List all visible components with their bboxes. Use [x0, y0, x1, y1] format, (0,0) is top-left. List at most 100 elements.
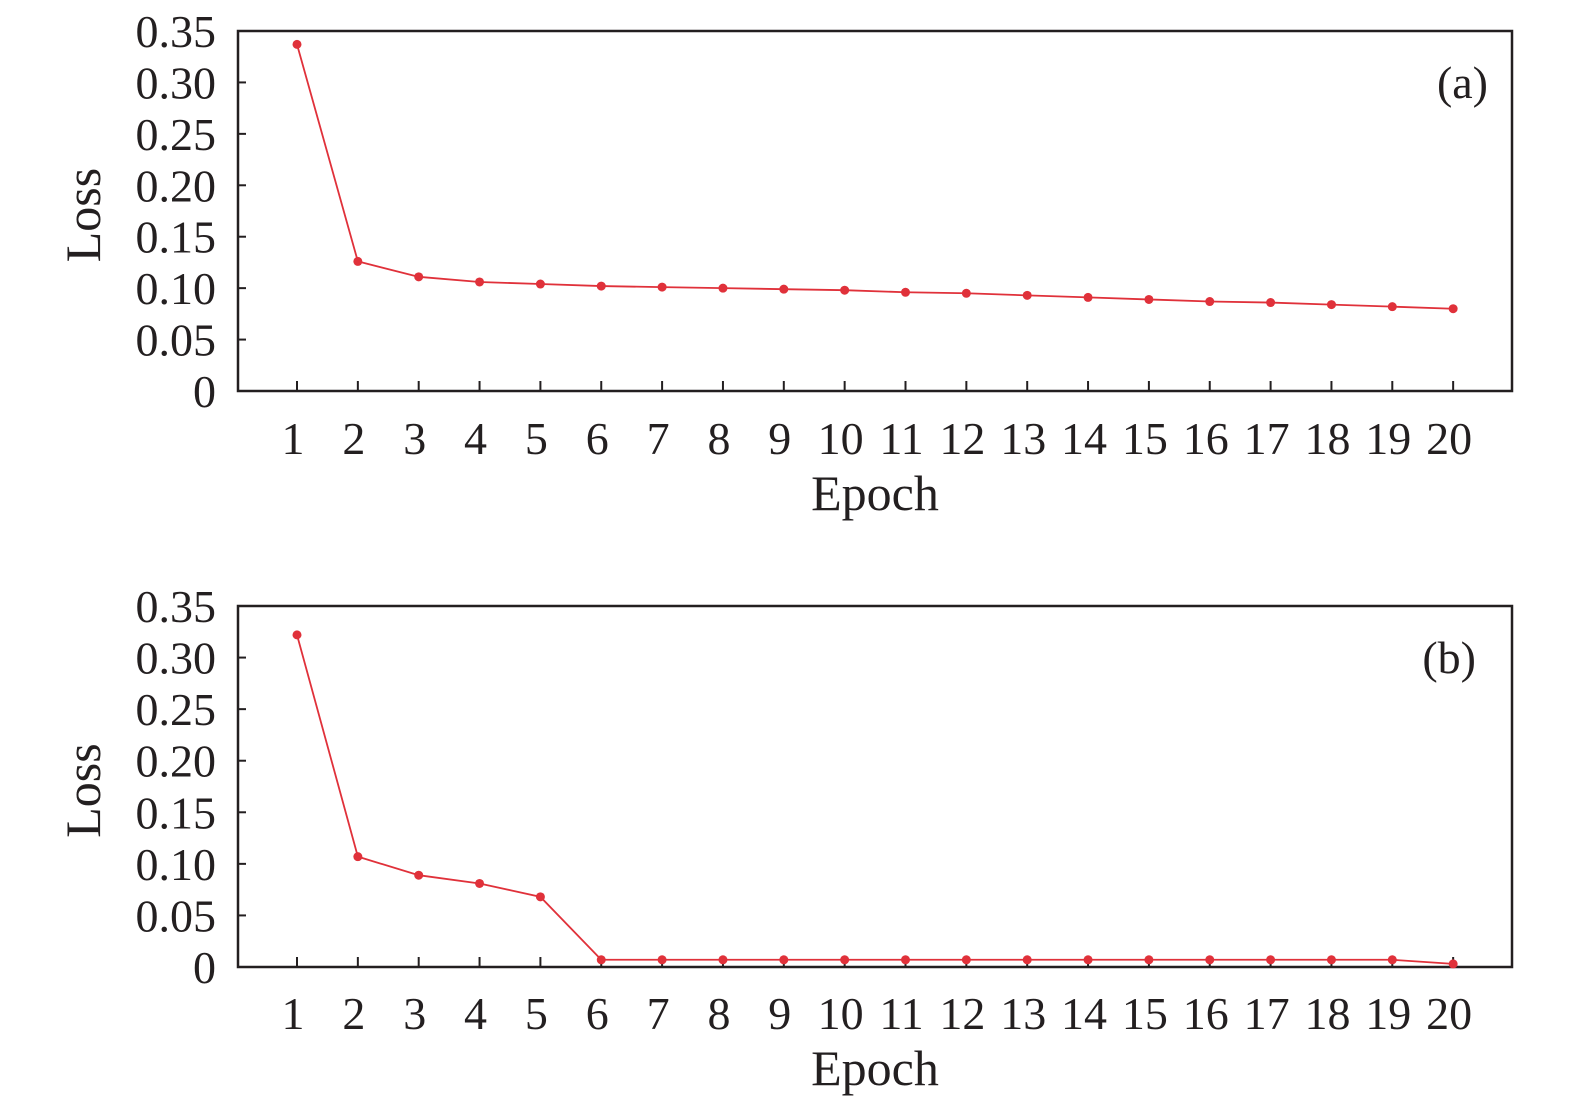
- chart-1-series-0-point: [1266, 955, 1276, 965]
- chart-1-x-tick-label: 20: [1426, 988, 1472, 1039]
- chart-0-panel-label: (a): [1437, 57, 1488, 108]
- chart-1-x-tick-label: 19: [1365, 988, 1411, 1039]
- chart-0-x-tick-label: 13: [1000, 413, 1046, 464]
- chart-1-y-tick-label: 0.05: [136, 890, 217, 941]
- chart-1-x-tick-label: 13: [1000, 988, 1046, 1039]
- chart-0-x-tick-label: 19: [1365, 413, 1411, 464]
- chart-0-plot-frame: [236, 29, 1514, 393]
- chart-0-y-tick-label: 0.35: [136, 6, 217, 57]
- chart-1-series-0-point: [840, 955, 850, 965]
- chart-0-series-0-point: [1387, 302, 1397, 312]
- chart-1-series-0-point: [1448, 959, 1458, 969]
- chart-0-x-tick-label: 16: [1183, 413, 1229, 464]
- chart-0-series-0-point: [353, 256, 363, 266]
- chart-0-x-tick-label: 20: [1426, 413, 1472, 464]
- chart-0-x-tick-label: 8: [707, 413, 730, 464]
- chart-0-series-0-point: [1144, 294, 1154, 304]
- chart-0-series-0-point: [1448, 304, 1458, 314]
- chart-1-series-0-point: [657, 955, 667, 965]
- chart-1-x-tick-label: 11: [879, 988, 923, 1039]
- chart-1-panel-label: (b): [1422, 632, 1476, 683]
- chart-0-y-tick-label: 0.30: [136, 57, 217, 108]
- chart-1-y-tick-label: 0.15: [136, 787, 217, 838]
- chart-1-x-tick-label: 6: [586, 988, 609, 1039]
- chart-0-series-0-point: [292, 39, 302, 49]
- chart-1-series-0-point: [1387, 955, 1397, 965]
- chart-1-x-tick-label: 18: [1304, 988, 1350, 1039]
- chart-1-y-tick-label: 0.35: [136, 581, 217, 632]
- chart-1-y-axis-label: Loss: [55, 743, 111, 837]
- chart-1-x-tick-label: 8: [707, 988, 730, 1039]
- chart-0-y-tick-label: 0.05: [136, 315, 217, 366]
- chart-0-x-tick-label: 3: [403, 413, 426, 464]
- chart-0-x-tick-label: 7: [647, 413, 670, 464]
- chart-0-series-0-point: [840, 285, 850, 295]
- chart-1-series-0-point: [1326, 955, 1336, 965]
- chart-0-y-tick-label: 0.15: [136, 212, 217, 263]
- chart-0-y-axis-label: Loss: [55, 168, 111, 262]
- chart-0-x-tick-label: 6: [586, 413, 609, 464]
- chart-1-x-tick-label: 4: [464, 988, 487, 1039]
- chart-1-y-tick-label: 0.25: [136, 684, 217, 735]
- chart-0-x-tick-label: 10: [818, 413, 864, 464]
- chart-0-y-tick-label: 0.10: [136, 263, 217, 314]
- chart-1-x-tick-label: 16: [1183, 988, 1229, 1039]
- chart-1-x-tick-label: 2: [342, 988, 365, 1039]
- chart-0-series-0-line: [296, 44, 1454, 310]
- chart-1-series-0-point: [353, 852, 363, 862]
- chart-1-series-0-point: [901, 955, 910, 965]
- chart-0-x-tick-label: 17: [1244, 413, 1290, 464]
- chart-0-series-0-point: [657, 282, 667, 292]
- chart-1-series-0-point: [718, 955, 728, 965]
- chart-1-series-0-point: [292, 630, 302, 640]
- chart-1-y-tick-label: 0.10: [136, 839, 217, 890]
- chart-0-x-tick-label: 12: [939, 413, 985, 464]
- chart-1-x-tick-label: 15: [1122, 988, 1168, 1039]
- chart-0-series-0-point: [961, 288, 971, 298]
- chart-1-series-0-point: [1083, 955, 1093, 965]
- chart-1-series-0-point: [475, 878, 485, 888]
- chart-1-panel: 00.050.100.150.200.250.300.351 2 3 4 5 6 7 8 9 10…: [55, 581, 1514, 1096]
- chart-0-x-tick-label: 5: [525, 413, 548, 464]
- chart-1-x-tick-label: 3: [403, 988, 426, 1039]
- chart-0-x-tick-label: 4: [464, 413, 487, 464]
- chart-0-series-0-point: [1083, 292, 1093, 302]
- chart-0-series-0-point: [718, 283, 728, 293]
- chart-0-series-0-point: [1326, 300, 1336, 310]
- chart-1-y-tick-label: 0: [193, 942, 216, 993]
- chart-0-y-tick-label: 0.20: [136, 160, 217, 211]
- chart-1-plot-frame: [236, 604, 1514, 969]
- chart-0-series-0-point: [596, 281, 606, 291]
- chart-0-series-0-point: [475, 277, 485, 287]
- chart-1-x-tick-label: 1: [282, 988, 305, 1039]
- chart-0-x-tick-label: 15: [1122, 413, 1168, 464]
- chart-0-x-tick-label: 11: [879, 413, 923, 464]
- chart-1-x-tick-label: 12: [939, 988, 985, 1039]
- chart-0-x-tick-label: 1: [282, 413, 305, 464]
- chart-0-x-tick-label: 14: [1061, 413, 1107, 464]
- chart-1-series-0-line: [296, 634, 1454, 965]
- chart-0-x-tick-label: 9: [768, 413, 791, 464]
- chart-1-x-tick-label: 7: [647, 988, 670, 1039]
- chart-1-series-0-point: [961, 955, 971, 965]
- chart-0-series-0-point: [1205, 297, 1215, 307]
- chart-1-y-tick-label: 0.30: [136, 633, 217, 684]
- chart-1-x-tick-label: 10: [818, 988, 864, 1039]
- chart-0-y-tick-label: 0: [193, 366, 216, 417]
- chart-1-series-0-point: [1144, 955, 1154, 965]
- chart-0-series-0-point: [414, 272, 424, 282]
- chart-1-x-tick-label: 17: [1244, 988, 1290, 1039]
- chart-1-x-tick-label: 9: [768, 988, 791, 1039]
- chart-0-series-0-point: [1266, 298, 1276, 308]
- chart-1-series-0-point: [596, 955, 606, 965]
- chart-0-y-tick-label: 0.25: [136, 109, 217, 160]
- chart-0-x-axis-label: Epoch: [811, 465, 939, 521]
- chart-1-series-0-point: [1205, 955, 1215, 965]
- chart-0-series-0-point: [535, 279, 545, 289]
- chart-1-series-0-point: [779, 955, 789, 965]
- chart-0-x-tick-label: 2: [342, 413, 365, 464]
- chart-0-series-0-point: [1022, 290, 1032, 300]
- chart-0-x-tick-label: 18: [1304, 413, 1350, 464]
- chart-1-x-tick-label: 14: [1061, 988, 1107, 1039]
